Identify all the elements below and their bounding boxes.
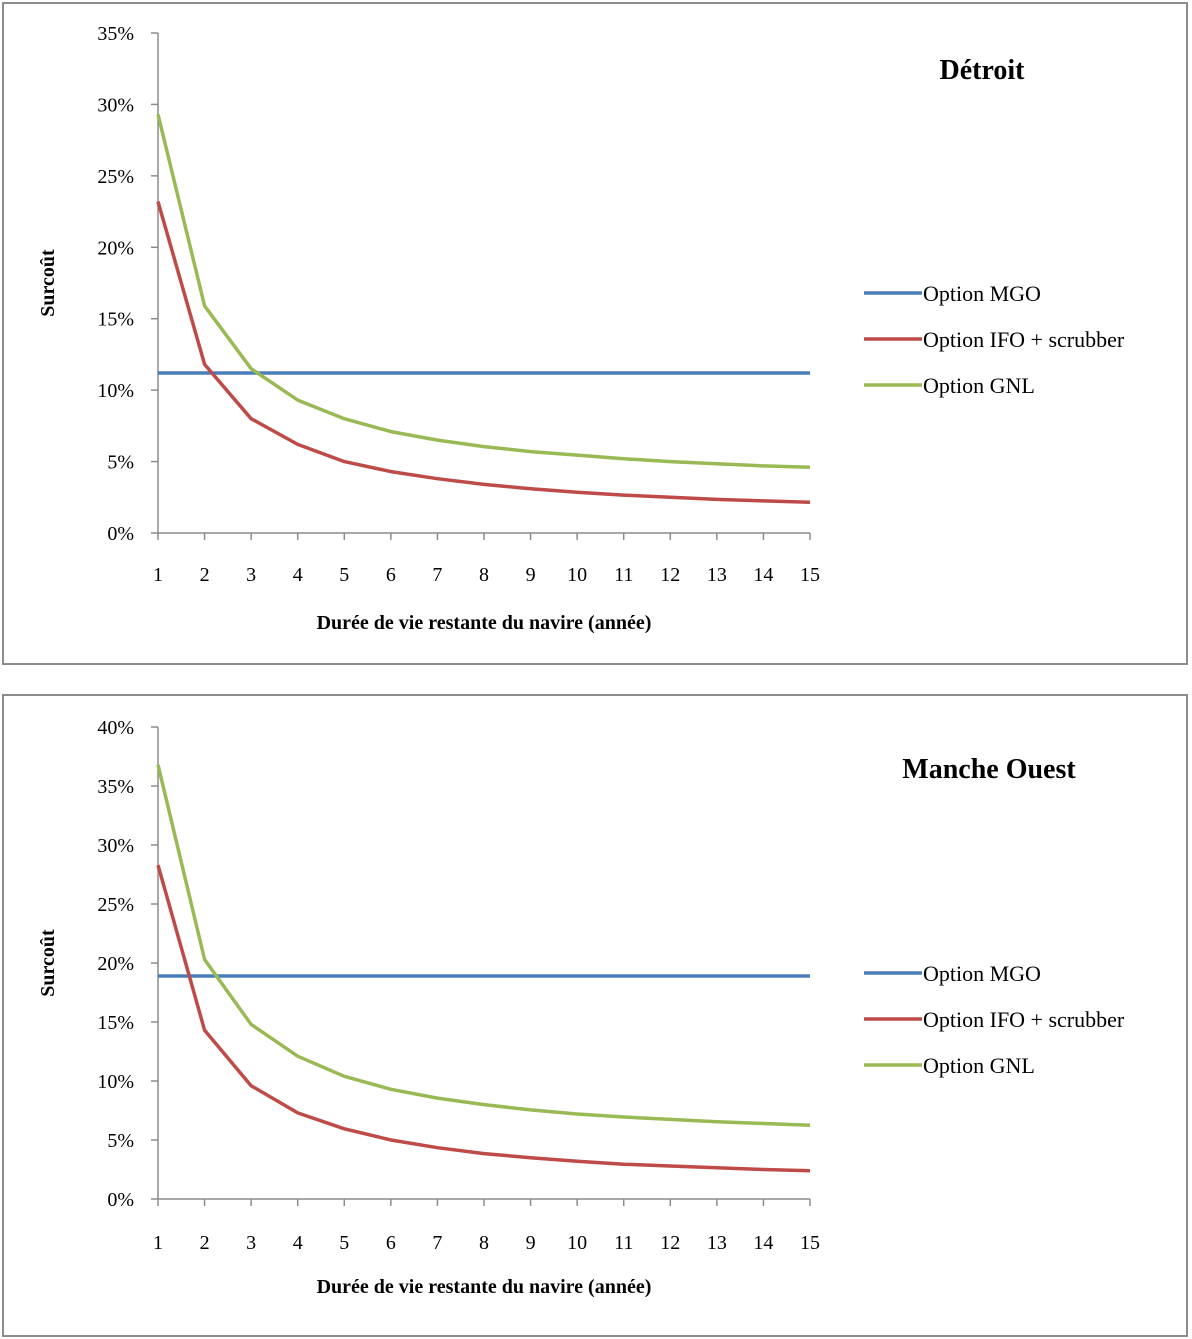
detroit-chart-title: Détroit bbox=[940, 55, 1026, 86]
detroit-x-axis-title: Durée de vie restante du navire (année) bbox=[317, 612, 652, 634]
manche-ouest-x-tick-label: 3 bbox=[246, 1232, 256, 1254]
detroit-x-tick-label: 3 bbox=[246, 564, 256, 586]
manche-ouest-series-option-gnl bbox=[156, 764, 811, 1128]
manche-ouest-x-tick-label: 14 bbox=[753, 1232, 773, 1254]
detroit-x-tick-label: 6 bbox=[386, 564, 396, 586]
manche-ouest-y-tick-label: 30% bbox=[97, 835, 134, 857]
detroit-y-tick-label: 0% bbox=[107, 523, 134, 545]
detroit-x-tick-label: 4 bbox=[293, 564, 303, 586]
detroit-x-tick-label: 13 bbox=[707, 564, 727, 586]
manche-ouest-x-tick-label: 13 bbox=[707, 1232, 727, 1254]
detroit-x-tick-label: 7 bbox=[432, 564, 442, 586]
detroit-x-tick-label: 2 bbox=[200, 564, 210, 586]
manche-ouest-y-tick-label: 35% bbox=[97, 776, 134, 798]
detroit-x-tick-label: 9 bbox=[526, 564, 536, 586]
detroit-y-tick-label: 20% bbox=[97, 237, 134, 259]
manche-ouest-legend-label-option-mgo: Option MGO bbox=[923, 961, 1041, 986]
detroit-x-tick-label: 8 bbox=[479, 564, 489, 586]
manche-ouest-legend-label-option-gnl: Option GNL bbox=[923, 1053, 1035, 1078]
manche-ouest-x-tick-label: 8 bbox=[479, 1232, 489, 1254]
manche-ouest-y-tick-label: 5% bbox=[107, 1130, 134, 1152]
manche-ouest-chart-title: Manche Ouest bbox=[902, 754, 1076, 785]
manche-ouest-x-tick-label: 4 bbox=[293, 1232, 303, 1254]
manche-ouest-y-tick-label: 15% bbox=[97, 1012, 134, 1034]
detroit-x-tick-label: 14 bbox=[753, 564, 773, 586]
manche-ouest-legend-label-option-ifo-scrubber: Option IFO + scrubber bbox=[923, 1007, 1125, 1032]
manche-ouest-y-tick-label: 25% bbox=[97, 894, 134, 916]
detroit-y-tick-label: 30% bbox=[97, 94, 134, 116]
detroit-y-axis-title: Surcoût bbox=[37, 249, 59, 317]
chart-manche-ouest: 0% 5% 10% 15% 20% 25% 30% 35% 40% 1 2 3 4 5 6 7 8 9 10 11 12… bbox=[2, 694, 1188, 1337]
detroit-y-tick-label: 10% bbox=[97, 380, 134, 402]
manche-ouest-x-tick-label: 10 bbox=[567, 1232, 587, 1254]
detroit-x-tick-label: 5 bbox=[339, 564, 349, 586]
detroit-x-tick-label: 1 bbox=[153, 564, 163, 586]
detroit-legend-label-option-gnl: Option GNL bbox=[923, 373, 1035, 398]
manche-ouest-x-tick-label: 5 bbox=[339, 1232, 349, 1254]
manche-ouest-y-tick-label: 10% bbox=[97, 1071, 134, 1093]
manche-ouest-series-option-ifo-scrubber bbox=[156, 864, 811, 1173]
chart-detroit: 0% 5% 10% 15% 20% 25% 30% 35% 1 2 3 4 5 6 7 8 9 10 11 12 13 1… bbox=[2, 2, 1188, 665]
detroit-y-tick-label: 25% bbox=[97, 166, 134, 188]
manche-ouest-x-tick-label: 1 bbox=[153, 1232, 163, 1254]
detroit-x-tick-label: 12 bbox=[660, 564, 680, 586]
manche-ouest-y-tick-label: 0% bbox=[107, 1189, 134, 1211]
detroit-x-tick-label: 15 bbox=[800, 564, 820, 586]
manche-ouest-x-tick-label: 2 bbox=[200, 1232, 210, 1254]
detroit-series-option-gnl bbox=[156, 113, 811, 470]
detroit-legend-label-option-mgo: Option MGO bbox=[923, 281, 1041, 306]
manche-ouest-x-tick-label: 7 bbox=[432, 1232, 442, 1254]
manche-ouest-x-tick-label: 11 bbox=[614, 1232, 633, 1254]
detroit-y-tick-label: 5% bbox=[107, 452, 134, 474]
detroit-y-tick-label: 35% bbox=[97, 23, 134, 45]
manche-ouest-y-tick-label: 20% bbox=[97, 953, 134, 975]
detroit-legend-label-option-ifo-scrubber: Option IFO + scrubber bbox=[923, 327, 1125, 352]
chart-detroit-svg: 0%5%10%15%20%25%30%35%1 2 3 4 5 6 7 8 9 10 11 12 13 1… bbox=[37, 23, 1125, 634]
detroit-x-tick-label: 10 bbox=[567, 564, 587, 586]
detroit-series-option-ifo-scrubber bbox=[156, 201, 811, 505]
manche-ouest-x-tick-label: 9 bbox=[526, 1232, 536, 1254]
manche-ouest-x-tick-label: 12 bbox=[660, 1232, 680, 1254]
manche-ouest-y-tick-label: 40% bbox=[97, 717, 134, 739]
manche-ouest-x-tick-label: 6 bbox=[386, 1232, 396, 1254]
detroit-y-tick-label: 15% bbox=[97, 309, 134, 331]
manche-ouest-y-axis-title: Surcoût bbox=[37, 929, 59, 997]
detroit-x-tick-label: 11 bbox=[614, 564, 633, 586]
manche-ouest-x-axis-title: Durée de vie restante du navire (année) bbox=[317, 1276, 652, 1298]
chart-manche-ouest-svg: 0%5%10%15%20%25%30%35%40%1 2 3 4 5 6 7 8 9 10 11 12… bbox=[37, 717, 1125, 1298]
manche-ouest-x-tick-label: 15 bbox=[800, 1232, 820, 1254]
